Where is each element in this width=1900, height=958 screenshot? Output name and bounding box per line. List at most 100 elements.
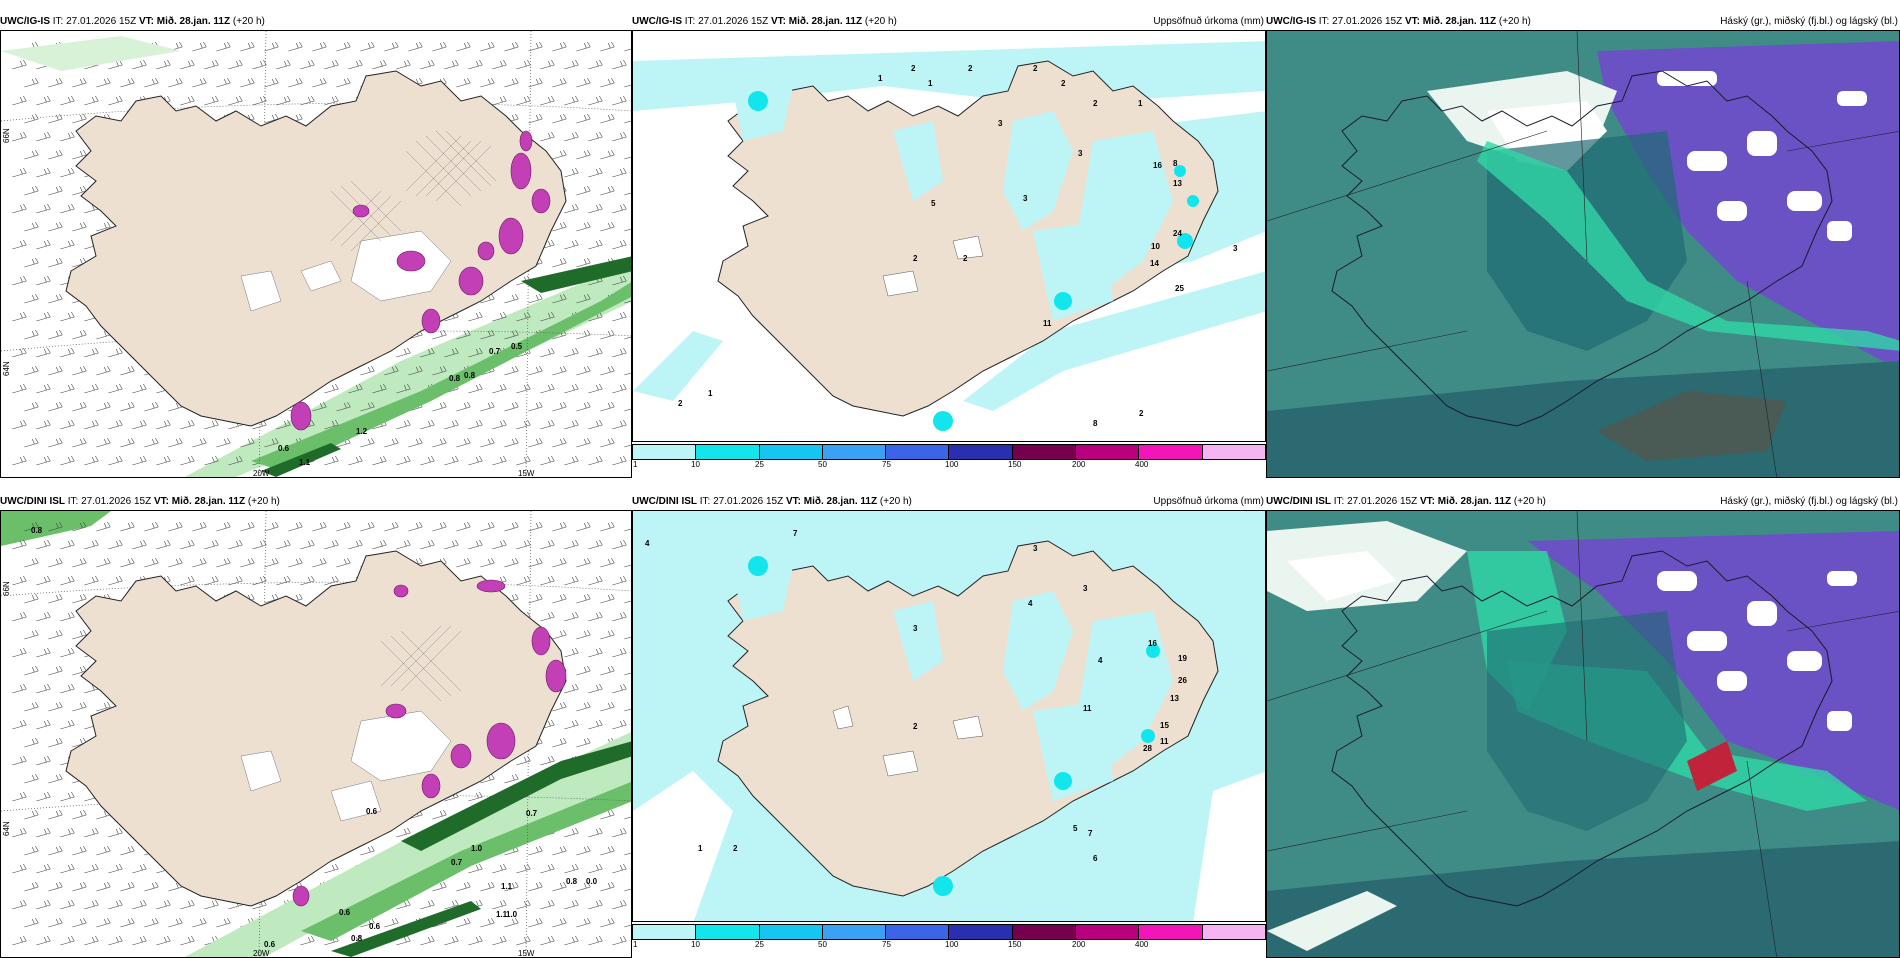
precip-legend: 1 10 25 50 75 100 150 200 400 xyxy=(632,924,1266,950)
panel-title: Uppsöfnuð úrkoma (mm) xyxy=(1153,16,1264,27)
svg-text:1.1: 1.1 xyxy=(501,882,513,891)
svg-text:3: 3 xyxy=(913,624,918,633)
svg-text:11: 11 xyxy=(1043,319,1052,328)
svg-text:0.8: 0.8 xyxy=(566,877,578,886)
svg-text:6: 6 xyxy=(1093,854,1098,863)
svg-text:1.0: 1.0 xyxy=(506,910,518,919)
legend-tick-label: 400 xyxy=(1135,940,1149,949)
svg-text:3: 3 xyxy=(998,119,1003,128)
svg-text:5: 5 xyxy=(1073,824,1078,833)
svg-text:3: 3 xyxy=(1083,584,1088,593)
map-frame[interactable] xyxy=(1266,510,1900,958)
panel-clouds-igis: UWC/IG-IS IT: 27.01.2026 15Z VT: Mið. 28… xyxy=(1266,14,1900,478)
wind-value: 0.8 xyxy=(449,374,461,383)
svg-text:8: 8 xyxy=(1173,159,1178,168)
legend-swatch xyxy=(886,445,950,459)
svg-text:2: 2 xyxy=(678,399,683,408)
precip-legend: 1 10 25 50 75 100 150 200 400 xyxy=(632,444,1266,470)
svg-text:1: 1 xyxy=(708,389,713,398)
legend-tick-label: 400 xyxy=(1135,460,1149,469)
lon-label-15w: 15W xyxy=(518,949,535,958)
legend-tick-label: 1 xyxy=(633,460,638,469)
legend-tick-label: 50 xyxy=(818,460,827,469)
lat-label-64n: 64N xyxy=(2,361,11,376)
legend-tick-label: 150 xyxy=(1008,460,1022,469)
legend-tick-label: 25 xyxy=(755,940,764,949)
legend-tick-label: 75 xyxy=(882,940,891,949)
svg-text:2: 2 xyxy=(1093,99,1098,108)
panel-title: Uppsöfnuð úrkoma (mm) xyxy=(1153,496,1264,507)
svg-text:2: 2 xyxy=(913,722,918,731)
svg-text:2: 2 xyxy=(733,844,738,853)
panel-header: UWC/DINI ISL IT: 27.01.2026 15Z VT: Mið.… xyxy=(632,496,912,507)
svg-text:2: 2 xyxy=(911,64,916,73)
svg-text:19: 19 xyxy=(1178,654,1187,663)
legend-swatch xyxy=(822,925,887,939)
svg-text:2: 2 xyxy=(968,64,973,73)
svg-text:24: 24 xyxy=(1173,229,1182,238)
legend-tick-label: 10 xyxy=(691,460,700,469)
svg-text:2: 2 xyxy=(1033,64,1038,73)
panel-header: UWC/IG-IS IT: 27.01.2026 15Z VT: Mið. 28… xyxy=(632,16,897,27)
map-frame[interactable]: 2 1 1 2 2 2 2 1 3 5 3 3 16 8 13 24 10 14… xyxy=(632,30,1266,442)
legend-tick-label: 50 xyxy=(818,940,827,949)
wind-value: 0.7 xyxy=(489,347,501,356)
svg-text:28: 28 xyxy=(1143,744,1152,753)
wind-value: 1.2 xyxy=(356,427,368,436)
map-frame[interactable]: 20W 15W 66N 64N 0.7 0.5 0.8 0.8 0.6 1.1 … xyxy=(0,30,632,478)
svg-text:11: 11 xyxy=(1160,737,1169,746)
cloud-map xyxy=(1267,511,1899,957)
lat-label-66n: 66N xyxy=(2,128,11,143)
panel-clouds-dini: UWC/DINI ISL IT: 27.01.2026 15Z VT: Mið.… xyxy=(1266,494,1900,958)
lon-label-20w: 20W xyxy=(253,949,270,958)
legend-swatch xyxy=(1202,925,1265,939)
svg-text:0.6: 0.6 xyxy=(339,908,351,917)
legend-swatch xyxy=(1139,445,1203,459)
legend-swatch xyxy=(822,445,887,459)
panel-header: UWC/IG-IS IT: 27.01.2026 15Z VT: Mið. 28… xyxy=(1266,16,1531,27)
precip-map: 2 1 1 2 2 2 2 1 3 5 3 3 16 8 13 24 10 14… xyxy=(633,31,1265,441)
map-frame[interactable]: 20W 15W 66N 64N 0.8 0.6 0.7 0.7 0.6 0.6 … xyxy=(0,510,632,958)
legend-swatch xyxy=(696,445,760,459)
svg-text:1: 1 xyxy=(928,79,933,88)
panel-title: Háský (gr.), miðský (fj.bl.) og lágský (… xyxy=(1720,16,1898,27)
panel-header: UWC/IG-IS IT: 27.01.2026 15Z VT: Mið. 28… xyxy=(0,16,265,27)
wind-value: 0.5 xyxy=(511,342,523,351)
wind-value: 0.8 xyxy=(464,371,476,380)
legend-swatch xyxy=(759,445,823,459)
panel-title: Háský (gr.), miðský (fj.bl.) og lágský (… xyxy=(1720,496,1898,507)
svg-text:11: 11 xyxy=(1083,704,1092,713)
lat-label-66n: 66N xyxy=(2,581,11,596)
legend-tick-label: 100 xyxy=(945,940,959,949)
lon-label-15w: 15W xyxy=(518,469,535,478)
map-frame[interactable] xyxy=(1266,30,1900,478)
wind-map: 20W 15W 66N 64N 0.8 0.6 0.7 0.7 0.6 0.6 … xyxy=(1,511,631,958)
svg-text:2: 2 xyxy=(1061,79,1066,88)
svg-text:16: 16 xyxy=(1148,639,1157,648)
legend-swatch xyxy=(949,925,1013,939)
legend-tick-label: 10 xyxy=(691,940,700,949)
svg-text:0.7: 0.7 xyxy=(451,858,463,867)
svg-text:4: 4 xyxy=(1098,656,1103,665)
svg-text:3: 3 xyxy=(1078,149,1083,158)
svg-text:10: 10 xyxy=(1151,242,1160,251)
svg-text:8: 8 xyxy=(1093,419,1098,428)
svg-text:3: 3 xyxy=(1033,544,1038,553)
wind-value: 1.1 xyxy=(299,458,311,467)
svg-text:7: 7 xyxy=(1088,829,1093,838)
lon-label-20w: 20W xyxy=(253,469,270,478)
wind-map: 20W 15W 66N 64N 0.7 0.5 0.8 0.8 0.6 1.1 … xyxy=(1,31,631,478)
panel-precip-dini: UWC/DINI ISL IT: 27.01.2026 15Z VT: Mið.… xyxy=(632,494,1266,949)
panel-header: UWC/DINI ISL IT: 27.01.2026 15Z VT: Mið.… xyxy=(0,496,280,507)
svg-text:0.7: 0.7 xyxy=(526,809,538,818)
legend-tick-label: 25 xyxy=(755,460,764,469)
svg-text:13: 13 xyxy=(1173,179,1182,188)
map-frame[interactable]: 7 3 3 4 16 19 26 13 15 11 28 2 3 11 4 5 … xyxy=(632,510,1266,922)
wind-value: 0.6 xyxy=(278,444,290,453)
svg-text:0.0: 0.0 xyxy=(586,877,598,886)
svg-text:25: 25 xyxy=(1175,284,1184,293)
svg-text:1: 1 xyxy=(1138,99,1143,108)
svg-text:1.1: 1.1 xyxy=(496,910,508,919)
legend-swatch xyxy=(633,925,697,939)
legend-swatch xyxy=(886,925,950,939)
